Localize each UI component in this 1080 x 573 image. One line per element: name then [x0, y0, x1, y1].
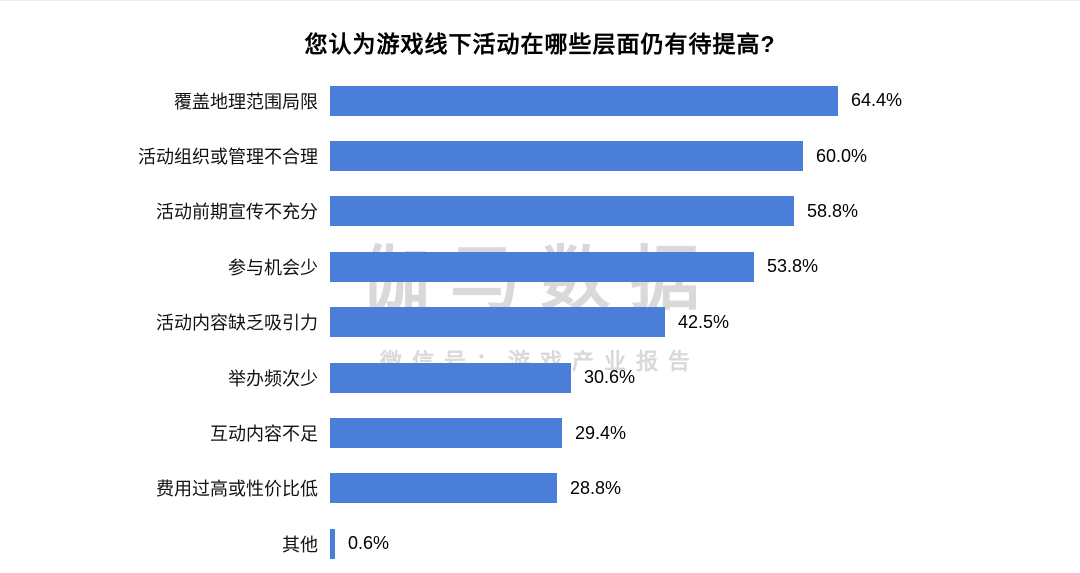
- bar: [330, 362, 571, 393]
- chart-row: 活动组织或管理不合理 60.0%: [0, 128, 1080, 183]
- bar-wrap: 0.6%: [330, 528, 390, 559]
- bar-wrap: 28.8%: [330, 473, 622, 504]
- category-label: 互动内容不足: [210, 424, 318, 445]
- value-label: 0.6%: [348, 533, 390, 554]
- chart-row: 活动内容缺乏吸引力 42.5%: [0, 295, 1080, 350]
- bar-wrap: 58.8%: [330, 196, 859, 227]
- chart-row: 互动内容不足 29.4%: [0, 405, 1080, 460]
- bar-wrap: 64.4%: [330, 85, 903, 116]
- bar: [330, 141, 803, 172]
- chart-row: 其他 0.6%: [0, 516, 1080, 571]
- bar: [330, 528, 335, 559]
- bar: [330, 307, 665, 338]
- chart-row: 举办频次少 30.6%: [0, 350, 1080, 405]
- bar-wrap: 29.4%: [330, 418, 627, 449]
- bar: [330, 473, 557, 504]
- value-label: 28.8%: [570, 477, 622, 498]
- chart-row: 参与机会少 53.8%: [0, 239, 1080, 294]
- bar: [330, 418, 562, 449]
- bar: [330, 85, 838, 116]
- category-label: 覆盖地理范围局限: [174, 91, 318, 112]
- chart-row: 费用过高或性价比低 28.8%: [0, 461, 1080, 516]
- value-label: 53.8%: [767, 256, 819, 277]
- category-label: 活动组织或管理不合理: [138, 147, 318, 168]
- bar: [330, 196, 794, 227]
- value-label: 58.8%: [807, 200, 859, 221]
- bar-wrap: 42.5%: [330, 307, 730, 338]
- category-label: 活动内容缺乏吸引力: [156, 313, 318, 334]
- value-label: 64.4%: [851, 90, 903, 111]
- category-label: 举办频次少: [228, 368, 318, 389]
- value-label: 42.5%: [678, 311, 730, 332]
- bar: [330, 251, 754, 282]
- value-label: 30.6%: [584, 367, 636, 388]
- value-label: 60.0%: [816, 145, 868, 166]
- chart-title: 您认为游戏线下活动在哪些层面仍有待提高?: [304, 31, 776, 57]
- chart-row: 覆盖地理范围局限 64.4%: [0, 73, 1080, 128]
- value-label: 29.4%: [575, 422, 627, 443]
- category-label: 费用过高或性价比低: [156, 479, 318, 500]
- category-label: 参与机会少: [228, 257, 318, 278]
- bar-wrap: 53.8%: [330, 251, 819, 282]
- chart-row: 活动前期宣传不充分 58.8%: [0, 184, 1080, 239]
- bar-wrap: 30.6%: [330, 362, 636, 393]
- bar-wrap: 60.0%: [330, 141, 868, 172]
- chart-rows: 覆盖地理范围局限 64.4% 活动组织或管理不合理 60.0% 活动前期宣传不充分 58.…: [0, 73, 1080, 572]
- category-label: 活动前期宣传不充分: [156, 202, 318, 223]
- category-label: 其他: [282, 534, 318, 555]
